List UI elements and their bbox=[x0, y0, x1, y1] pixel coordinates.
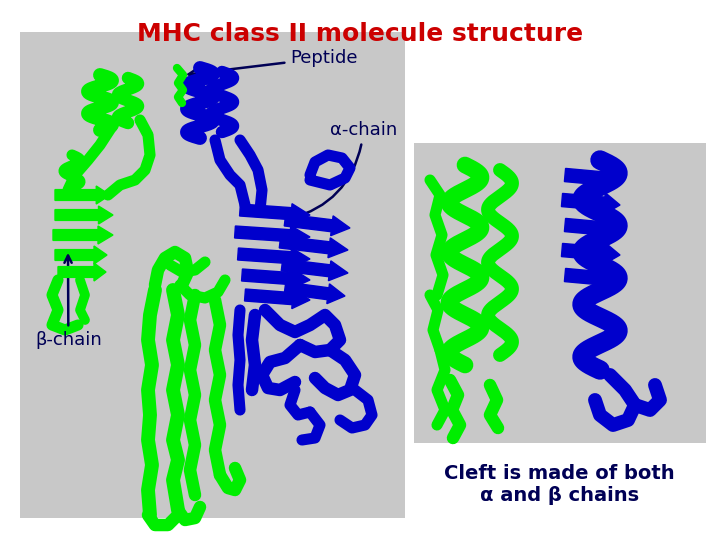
Text: MHC class II molecule structure: MHC class II molecule structure bbox=[137, 22, 583, 46]
Text: α-chain: α-chain bbox=[290, 121, 397, 220]
FancyArrow shape bbox=[238, 248, 310, 268]
FancyArrow shape bbox=[284, 282, 345, 303]
FancyArrow shape bbox=[564, 268, 620, 289]
FancyArrow shape bbox=[240, 204, 310, 224]
FancyArrow shape bbox=[564, 218, 620, 240]
FancyArrow shape bbox=[53, 226, 113, 244]
FancyArrow shape bbox=[58, 263, 106, 281]
FancyArrow shape bbox=[562, 193, 620, 214]
Text: β-chain: β-chain bbox=[35, 255, 102, 349]
FancyArrow shape bbox=[235, 226, 310, 246]
FancyArrow shape bbox=[562, 242, 620, 265]
FancyArrow shape bbox=[284, 214, 350, 235]
FancyArrow shape bbox=[242, 269, 310, 289]
Bar bbox=[20, 32, 405, 518]
FancyArrow shape bbox=[55, 206, 113, 224]
Text: Peptide: Peptide bbox=[189, 49, 358, 77]
FancyArrow shape bbox=[564, 168, 620, 190]
Bar bbox=[414, 143, 706, 443]
FancyArrow shape bbox=[55, 186, 110, 204]
Text: Cleft is made of both
α and β chains: Cleft is made of both α and β chains bbox=[444, 464, 675, 505]
FancyArrow shape bbox=[282, 259, 348, 281]
FancyArrow shape bbox=[279, 236, 348, 258]
FancyArrow shape bbox=[245, 289, 310, 309]
FancyArrow shape bbox=[55, 246, 107, 264]
